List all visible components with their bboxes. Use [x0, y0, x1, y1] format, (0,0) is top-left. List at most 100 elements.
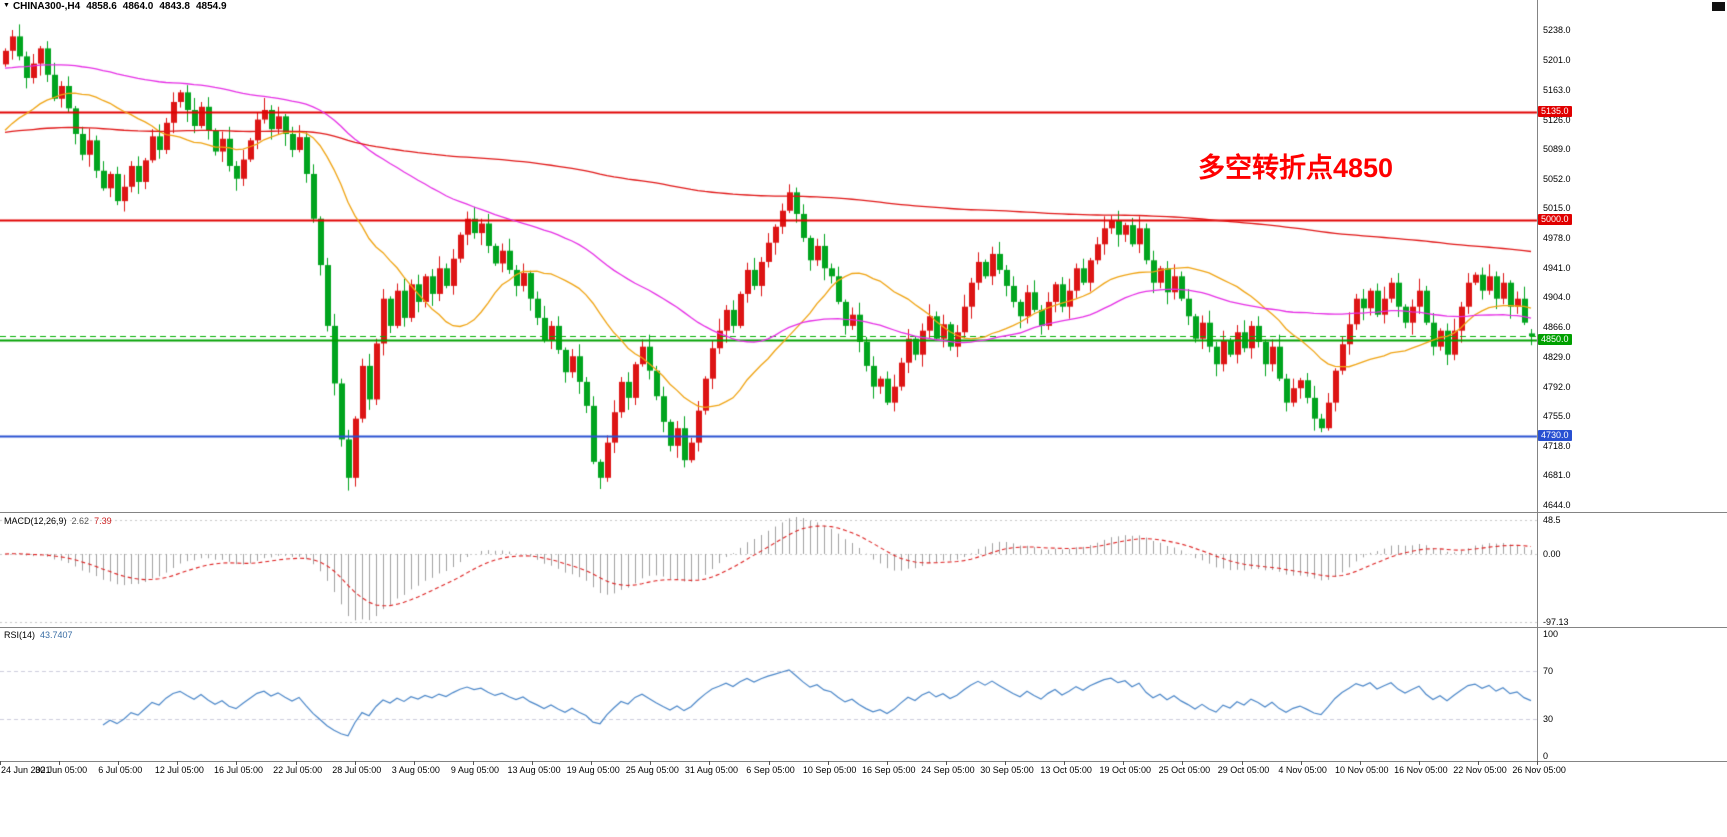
time-axis-label: 30 Jun 05:00 [35, 765, 88, 775]
time-axis-tick [591, 761, 593, 765]
time-axis-label: 19 Oct 05:00 [1099, 765, 1152, 775]
symbol-period-label: CHINA300-,H4 [12, 1, 81, 12]
time-axis-label: 25 Aug 05:00 [625, 765, 679, 775]
price-tick-label: 4792.0 [1543, 381, 1571, 392]
time-axis-label: 16 Jul 05:00 [213, 765, 263, 775]
price-line-badge: 4850.0 [1538, 334, 1572, 346]
time-axis-label: 31 Aug 05:00 [684, 765, 738, 775]
macd-signal-value: 7.39 [94, 516, 112, 526]
time-axis-label: 25 Oct 05:00 [1158, 765, 1211, 775]
time-axis-label: 28 Jul 05:00 [332, 765, 382, 775]
price-tick-label: 4978.0 [1543, 232, 1571, 243]
time-axis-label: 16 Sep 05:00 [862, 765, 916, 775]
time-axis-label: 13 Oct 05:00 [1040, 765, 1092, 775]
price-tick-label: 5201.0 [1543, 54, 1571, 65]
macd-level-label: 48.5 [1543, 515, 1561, 525]
macd-main-value: 2.62 [71, 516, 90, 526]
price-line-badge: 5000.0 [1538, 214, 1572, 226]
price-tick-label: 4644.0 [1543, 500, 1571, 510]
time-axis-label: 10 Sep 05:00 [802, 765, 857, 775]
rsi-value: 43.7407 [40, 630, 73, 640]
price-tick-label: 4829.0 [1543, 352, 1571, 363]
price-tick-label: 4941.0 [1543, 262, 1571, 273]
time-axis-label: 12 Jul 05:00 [154, 765, 204, 775]
panel-separator-macd-rsi[interactable] [0, 627, 1727, 628]
time-axis-label: 30 Sep 05:00 [980, 765, 1034, 775]
time-axis-tick [1359, 761, 1361, 765]
rsi-level-label: 30 [1543, 714, 1554, 725]
time-axis-tick [472, 761, 474, 765]
price-tick-label: 4718.0 [1543, 440, 1571, 451]
price-tick-label: 5238.0 [1543, 25, 1571, 35]
time-axis-label: 24 Jun 2021 [1, 765, 51, 775]
time-axis-tick [650, 761, 652, 765]
time-axis-label: 29 Oct 05:00 [1217, 765, 1270, 775]
time-axis-tick [945, 761, 947, 765]
price-tick-label: 4681.0 [1543, 470, 1571, 481]
rsi-level-label: 0 [1543, 751, 1549, 761]
time-axis-label: 3 Aug 05:00 [391, 765, 440, 775]
time-axis-label: 10 Nov 05:00 [1334, 765, 1389, 775]
price-line-badge: 5135.0 [1538, 106, 1572, 118]
time-axis-tick [1123, 761, 1125, 765]
time-axis-label: 16 Nov 05:00 [1394, 765, 1448, 775]
time-axis-tick [413, 761, 415, 765]
time-axis-tick [354, 761, 356, 765]
time-axis-tick [1182, 761, 1184, 765]
time-axis-tick [295, 761, 297, 765]
price-scale-border [1537, 0, 1538, 761]
panel-separator-rsi-time[interactable] [0, 761, 1727, 762]
time-axis-label: 13 Aug 05:00 [507, 765, 561, 775]
annotation-turning-point: 多空转折点4850 [1198, 153, 1394, 183]
quote-open: 4858.6 [86, 1, 117, 12]
time-axis-label: 6 Jul 05:00 [98, 765, 143, 775]
price-tick-label: 4755.0 [1543, 411, 1571, 422]
time-axis-tick [768, 761, 770, 765]
rsi-title: RSI(14) [4, 630, 36, 640]
time-axis-tick [236, 761, 238, 765]
time-axis-label: 22 Nov 05:00 [1453, 765, 1507, 775]
price-tick-label: 5052.0 [1543, 173, 1571, 184]
symbol-dropdown-icon[interactable]: ▼ [3, 2, 10, 9]
quote-close: 4854.9 [195, 1, 227, 12]
quote-low: 4843.8 [159, 1, 190, 12]
time-axis-tick [1537, 761, 1539, 765]
time-axis-label: 9 Aug 05:00 [450, 765, 499, 775]
price-tick-label: 5089.0 [1543, 144, 1571, 155]
rsi-level-label: 70 [1543, 665, 1554, 676]
macd-indicator-header: MACD(12,26,9) 2.62 7.39 [4, 516, 112, 526]
price-tick-label: 5163.0 [1543, 84, 1571, 95]
time-axis-tick [1300, 761, 1302, 765]
time-axis-tick [709, 761, 711, 765]
time-axis-tick [0, 761, 1, 765]
time-axis-label: 4 Nov 05:00 [1278, 765, 1327, 775]
time-axis-tick [1241, 761, 1243, 765]
time-axis-tick [1418, 761, 1420, 765]
time-axis-tick [118, 761, 120, 765]
rsi-level-label: 100 [1543, 629, 1559, 639]
price-tick-label: 4904.0 [1543, 292, 1571, 303]
time-axis-tick [177, 761, 179, 765]
time-axis-label: 24 Sep 05:00 [921, 765, 975, 775]
macd-level-label: 0.00 [1543, 548, 1561, 559]
time-axis-label: 19 Aug 05:00 [566, 765, 620, 775]
panel-separator-main-macd[interactable] [0, 512, 1727, 513]
window-corner-mark [1712, 2, 1725, 11]
macd-title: MACD(12,26,9) [4, 516, 67, 526]
time-axis-tick [827, 761, 829, 765]
time-axis-label: 26 Nov 05:00 [1512, 765, 1566, 775]
symbol-quote-bar: ▼ CHINA300-,H4 4858.6 4864.0 4843.8 4854.9 [3, 1, 227, 12]
time-axis-tick [1005, 761, 1007, 765]
time-axis-label: 6 Sep 05:00 [746, 765, 795, 775]
quote-high: 4864.0 [122, 1, 154, 12]
price-tick-label: 5126.0 [1543, 114, 1571, 125]
time-axis-tick [886, 761, 888, 765]
rsi-indicator-header: RSI(14) 43.7407 [4, 630, 73, 640]
time-axis-tick [1478, 761, 1479, 765]
